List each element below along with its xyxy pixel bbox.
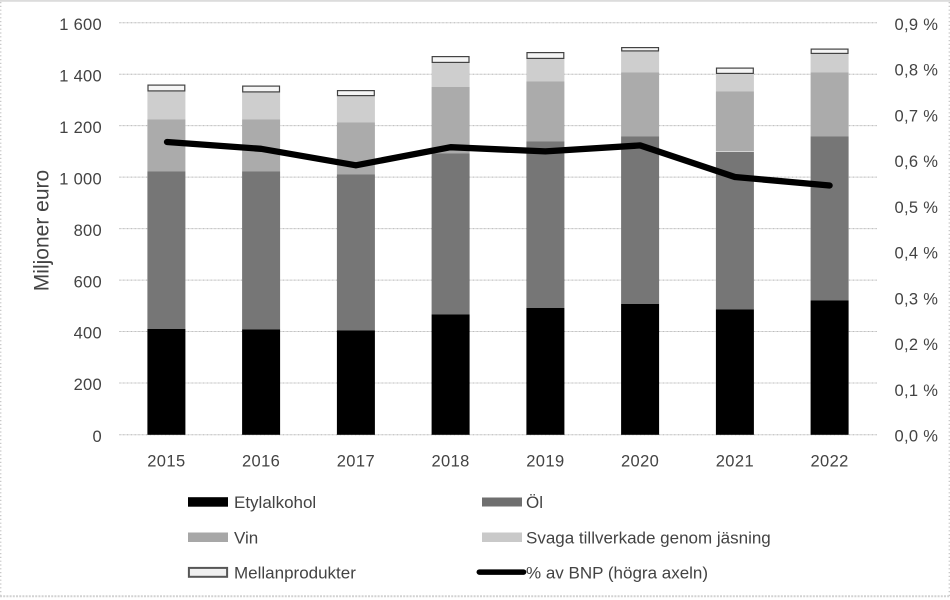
svg-text:Etylalkohol: Etylalkohol xyxy=(234,493,316,512)
svg-text:Mellanprodukter: Mellanprodukter xyxy=(234,564,356,583)
svg-text:400: 400 xyxy=(74,325,102,343)
svg-text:0,9 %: 0,9 % xyxy=(895,16,939,34)
svg-text:2018: 2018 xyxy=(431,452,469,470)
svg-text:2017: 2017 xyxy=(337,452,375,470)
svg-text:1 200: 1 200 xyxy=(59,119,102,137)
svg-text:Miljoner euro: Miljoner euro xyxy=(31,170,54,291)
svg-text:0,7 %: 0,7 % xyxy=(895,107,939,125)
svg-text:2019: 2019 xyxy=(526,452,564,470)
svg-text:2020: 2020 xyxy=(621,452,659,470)
svg-text:1 400: 1 400 xyxy=(59,67,102,85)
svg-text:0,5 %: 0,5 % xyxy=(895,199,939,217)
svg-text:Vin: Vin xyxy=(234,529,258,548)
svg-text:0,4 %: 0,4 % xyxy=(895,245,939,263)
svg-text:0,3 %: 0,3 % xyxy=(895,290,939,308)
svg-text:2015: 2015 xyxy=(147,452,185,470)
svg-text:2016: 2016 xyxy=(242,452,280,470)
svg-text:0: 0 xyxy=(93,428,102,446)
svg-text:1 000: 1 000 xyxy=(59,170,102,188)
svg-text:Svaga tillverkade genom jäsnin: Svaga tillverkade genom jäsning xyxy=(526,529,771,548)
svg-text:2021: 2021 xyxy=(716,452,754,470)
svg-text:0,2 %: 0,2 % xyxy=(895,336,939,354)
svg-text:2022: 2022 xyxy=(810,452,848,470)
svg-text:Öl: Öl xyxy=(526,493,543,512)
svg-text:0,8 %: 0,8 % xyxy=(895,62,939,80)
svg-text:800: 800 xyxy=(74,222,102,240)
svg-text:0,6 %: 0,6 % xyxy=(895,153,939,171)
svg-text:1 600: 1 600 xyxy=(59,16,102,34)
svg-text:0,1 %: 0,1 % xyxy=(895,382,939,400)
svg-text:200: 200 xyxy=(74,376,102,394)
svg-text:0,0 %: 0,0 % xyxy=(895,428,939,446)
svg-text:% av BNP (högra axeln): % av BNP (högra axeln) xyxy=(526,564,708,583)
svg-text:600: 600 xyxy=(74,273,102,291)
